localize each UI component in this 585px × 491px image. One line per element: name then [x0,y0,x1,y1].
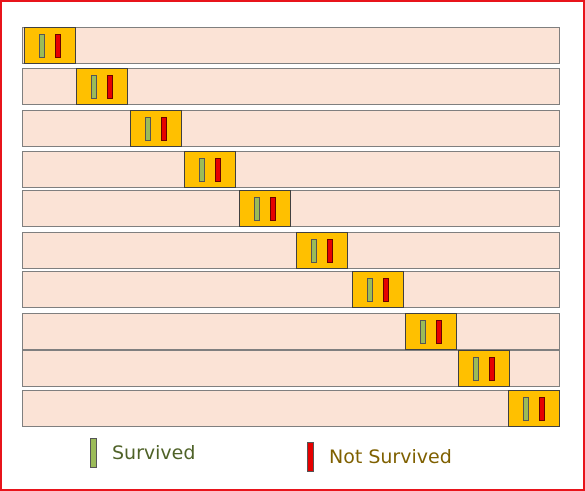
survived-bar [473,357,479,381]
not-survived-bar [215,158,221,182]
fold-row [22,151,560,188]
validation-fold-block [405,313,457,350]
survived-bar [199,158,205,182]
survived-bar [254,197,260,221]
validation-fold-block [76,68,128,105]
fold-row [22,110,560,147]
survived-bar [91,75,97,99]
fold-row [22,390,560,427]
validation-fold-block [352,271,404,308]
not-survived-bar [489,357,495,381]
validation-fold-block [24,27,76,64]
validation-fold-block [296,232,348,269]
survived-bar [311,239,317,263]
fold-row [22,190,560,227]
not-survived-bar [107,75,113,99]
validation-fold-block [239,190,291,227]
not-survived-swatch-icon [307,442,314,472]
not-survived-bar [270,197,276,221]
fold-row [22,271,560,308]
not-survived-bar [383,278,389,302]
fold-row [22,313,560,350]
not-survived-bar [436,320,442,344]
survived-bar [420,320,426,344]
not-survived-bar [55,34,61,58]
survived-bar [39,34,45,58]
fold-row [22,27,560,64]
validation-fold-block [508,390,560,427]
fold-row [22,232,560,269]
validation-fold-block [458,350,510,387]
not-survived-bar [161,117,167,141]
not-survived-bar [539,397,545,421]
validation-fold-block [130,110,182,147]
not-survived-bar [327,239,333,263]
survived-bar [367,278,373,302]
survived-bar [523,397,529,421]
legend-not-survived-label: Not Survived [329,446,452,468]
survived-swatch-icon [90,438,97,468]
legend-survived-label: Survived [112,442,196,464]
survived-bar [145,117,151,141]
validation-fold-block [184,151,236,188]
